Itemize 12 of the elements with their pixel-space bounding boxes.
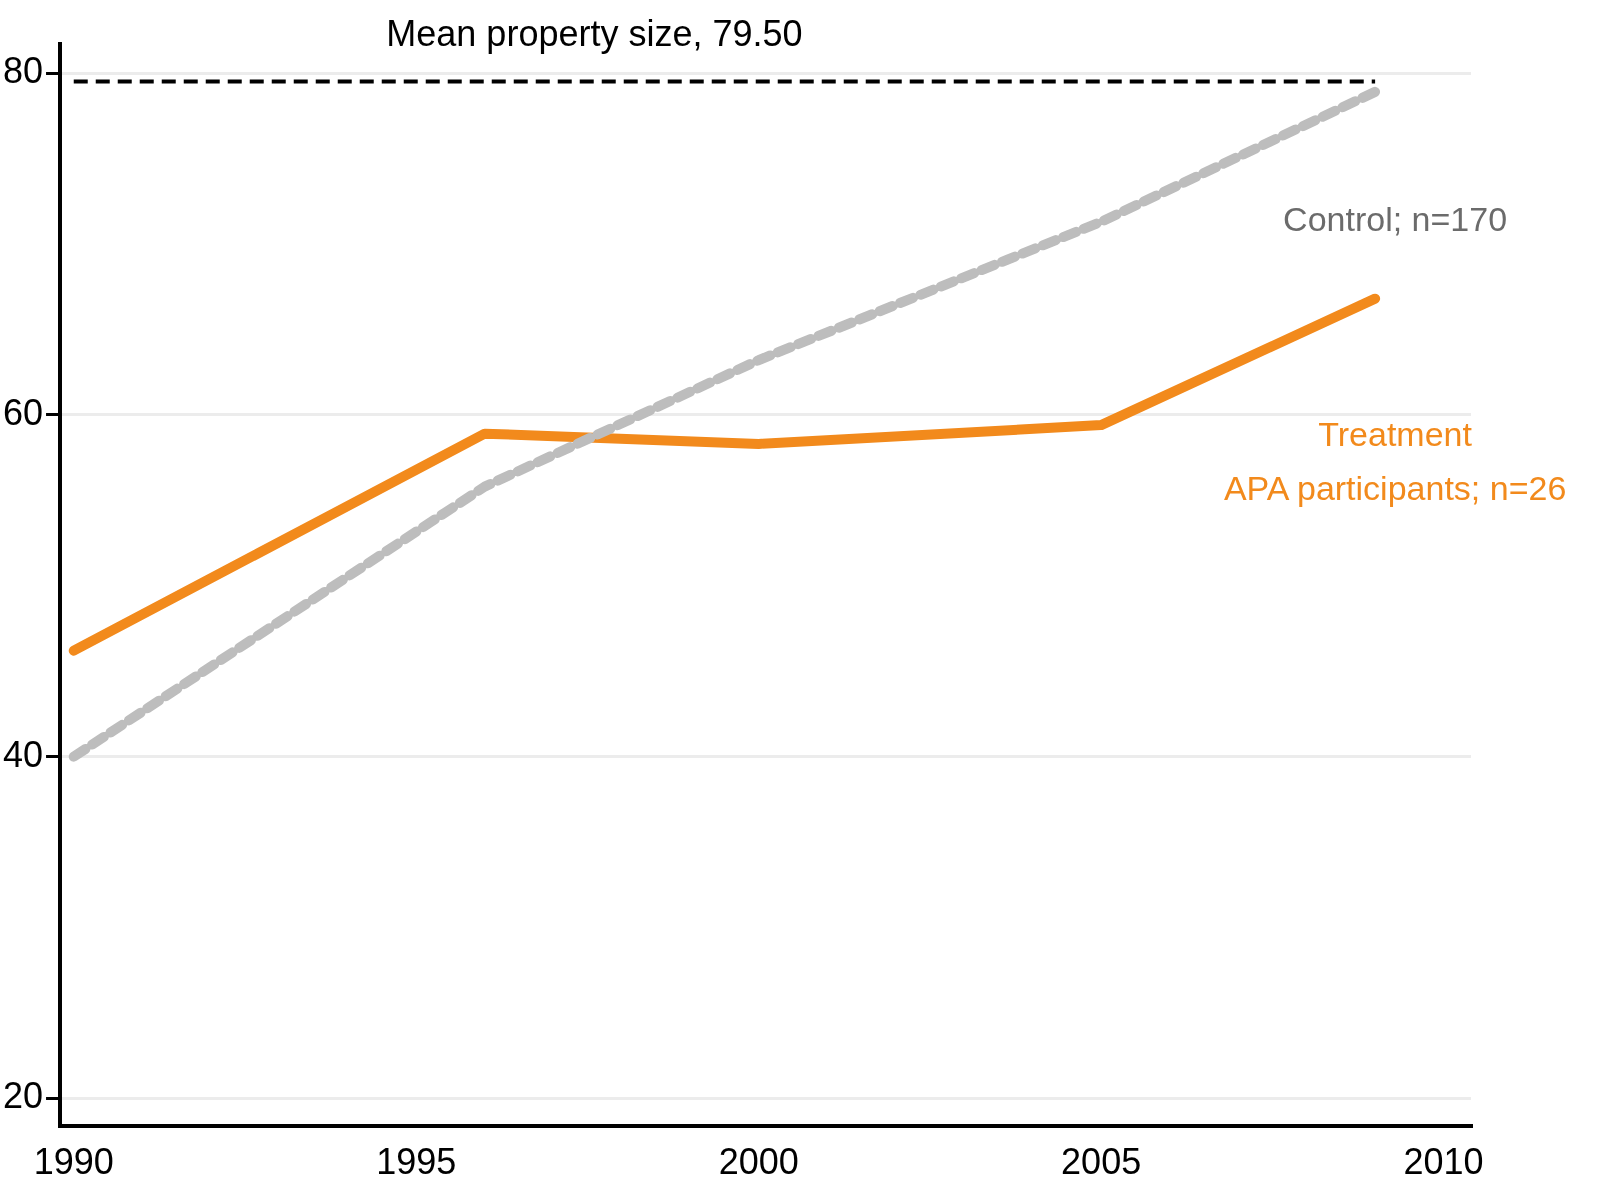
- series-label: Control; n=170: [1283, 200, 1508, 239]
- ref-line-label: Mean property size, 79.50: [386, 12, 803, 54]
- x-tick-label: 2010: [1403, 1141, 1484, 1183]
- y-tick-label: 80: [3, 49, 44, 91]
- x-tick-label: 1995: [376, 1141, 457, 1183]
- x-tick-label: 2000: [718, 1141, 799, 1183]
- x-tick-label: 2005: [1061, 1141, 1142, 1183]
- x-tick-label: 1990: [33, 1141, 114, 1183]
- y-tick-label: 60: [3, 391, 44, 433]
- series-label: Treatment APA participants; n=26: [1223, 415, 1567, 508]
- y-tick-label: 20: [3, 1075, 44, 1117]
- y-tick-label: 40: [3, 733, 44, 775]
